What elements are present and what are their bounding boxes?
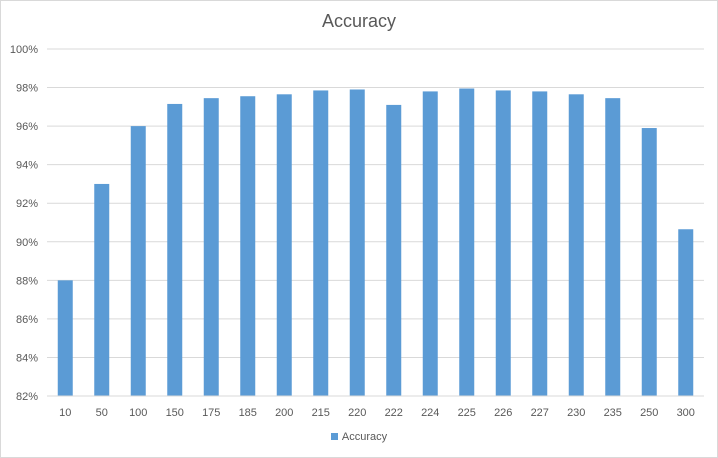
bar-235 xyxy=(605,98,620,396)
x-tick-label: 227 xyxy=(531,407,549,419)
x-tick-label: 50 xyxy=(96,407,108,419)
y-tick-label: 86% xyxy=(16,314,38,326)
y-tick-label: 88% xyxy=(16,275,38,287)
y-tick-label: 90% xyxy=(16,237,38,249)
x-tick-label: 200 xyxy=(275,407,293,419)
x-axis-tick-labels: 10 50 100 150 175 185 200 215 220 222 224 225 226 227… xyxy=(59,407,695,419)
x-tick-label: 150 xyxy=(166,407,184,419)
x-tick-label: 225 xyxy=(458,407,476,419)
bar-224 xyxy=(423,91,438,396)
legend-label: Accuracy xyxy=(342,431,387,443)
bar-50 xyxy=(94,184,109,396)
y-tick-label: 94% xyxy=(16,160,38,172)
y-tick-label: 82% xyxy=(16,391,38,403)
x-tick-label: 226 xyxy=(494,407,512,419)
x-tick-label: 224 xyxy=(421,407,439,419)
y-tick-label: 84% xyxy=(16,352,38,364)
bar-215 xyxy=(313,90,328,396)
bar-227 xyxy=(532,91,547,396)
y-axis-tick-labels: 82% 84% 86% 88% 90% 92% 94% 96% 98% 100% xyxy=(10,44,38,403)
x-tick-label: 220 xyxy=(348,407,366,419)
legend: Accuracy xyxy=(1,431,717,443)
y-tick-label: 92% xyxy=(16,198,38,210)
x-tick-label: 230 xyxy=(567,407,585,419)
bar-220 xyxy=(350,89,365,396)
bar-10 xyxy=(58,280,73,396)
bar-150 xyxy=(167,104,182,396)
x-tick-label: 250 xyxy=(640,407,658,419)
bar-300 xyxy=(678,229,693,396)
bar-200 xyxy=(277,94,292,396)
x-tick-label: 175 xyxy=(202,407,220,419)
bar-225 xyxy=(459,89,474,396)
y-tick-label: 96% xyxy=(16,121,38,133)
legend-swatch xyxy=(331,433,338,440)
x-tick-label: 235 xyxy=(604,407,622,419)
y-tick-label: 98% xyxy=(16,83,38,95)
bar-250 xyxy=(642,128,657,396)
bar-226 xyxy=(496,90,511,396)
bar-175 xyxy=(204,98,219,396)
x-tick-label: 300 xyxy=(677,407,695,419)
x-tick-label: 185 xyxy=(239,407,257,419)
bar-230 xyxy=(569,94,584,396)
y-tick-label: 100% xyxy=(10,44,38,56)
bar-185 xyxy=(240,96,255,396)
x-tick-label: 100 xyxy=(129,407,147,419)
bar-222 xyxy=(386,105,401,396)
bar-100 xyxy=(131,126,146,396)
x-tick-label: 215 xyxy=(312,407,330,419)
x-tick-label: 10 xyxy=(59,407,71,419)
x-tick-label: 222 xyxy=(385,407,403,419)
